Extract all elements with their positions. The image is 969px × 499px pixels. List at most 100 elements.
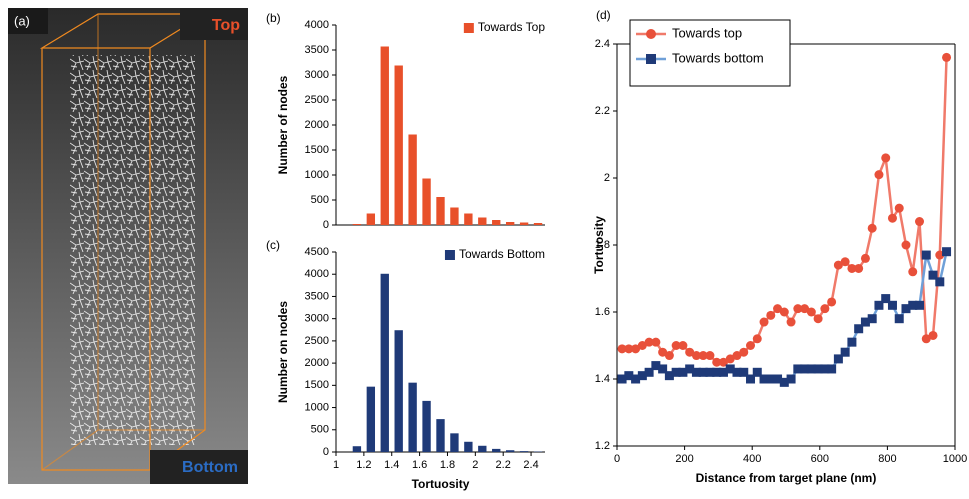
panel-label: (a): [14, 13, 30, 28]
x-axis-label: Distance from target plane (nm): [696, 471, 877, 485]
y-tick-label: 2.2: [595, 105, 610, 117]
y-tick-label: 1.6: [595, 306, 610, 318]
figure: (a) Top Bottom (b)0500100015002000250030…: [0, 0, 969, 499]
marker: [820, 304, 829, 313]
x-tick-label: 1000: [943, 453, 967, 465]
bar: [534, 223, 542, 225]
panel-a: (a) Top Bottom: [8, 8, 248, 484]
bar: [353, 224, 361, 225]
marker: [665, 351, 674, 360]
marker: [881, 153, 890, 162]
y-tick-label: 500: [311, 194, 329, 206]
legend-label: Towards top: [672, 25, 742, 40]
panel-label: (d): [596, 8, 611, 22]
bar: [492, 220, 500, 225]
marker: [935, 277, 944, 286]
marker: [847, 338, 856, 347]
y-tick-label: 2500: [305, 94, 329, 106]
marker: [827, 297, 836, 306]
y-tick-label: 1.4: [595, 373, 610, 385]
panel-label: (b): [266, 11, 281, 25]
marker: [888, 301, 897, 310]
bar: [395, 330, 403, 452]
bar: [422, 179, 430, 226]
bar: [492, 449, 500, 452]
y-tick-label: 0: [323, 446, 329, 458]
legend-marker: [646, 29, 656, 39]
bar: [408, 383, 416, 452]
y-tick-label: 3000: [305, 313, 329, 325]
bar: [381, 274, 389, 452]
marker: [908, 267, 917, 276]
bar: [520, 451, 528, 452]
marker: [841, 348, 850, 357]
legend-marker: [646, 54, 656, 64]
marker: [651, 338, 660, 347]
y-tick-label: 500: [311, 424, 329, 436]
marker: [787, 375, 796, 384]
y-tick-label: 4000: [305, 268, 329, 280]
marker: [942, 53, 951, 62]
bar: [422, 401, 430, 452]
bar: [464, 214, 472, 226]
marker: [868, 224, 877, 233]
marker: [854, 264, 863, 273]
legend-label: Towards bottom: [672, 50, 764, 65]
y-tick-label: 4500: [305, 246, 329, 258]
y-tick-label: 1500: [305, 144, 329, 156]
marker: [929, 331, 938, 340]
marker: [814, 314, 823, 323]
marker: [868, 314, 877, 323]
marker: [780, 308, 789, 317]
marker: [895, 314, 904, 323]
marker: [861, 254, 870, 263]
marker: [760, 318, 769, 327]
y-tick-label: 2.4: [595, 38, 610, 50]
bar: [381, 47, 389, 226]
marker: [942, 247, 951, 256]
x-tick-label: 1.2: [356, 459, 371, 471]
marker: [766, 311, 775, 320]
y-tick-label: 3000: [305, 69, 329, 81]
x-tick-label: 0: [614, 453, 620, 465]
marker: [807, 308, 816, 317]
y-tick-label: 1000: [305, 401, 329, 413]
bar: [395, 66, 403, 226]
y-axis-label: Number of nodes: [276, 75, 290, 174]
network-render: [70, 55, 195, 445]
marker: [874, 170, 883, 179]
legend-swatch: [445, 250, 455, 260]
y-axis-label: Tortuosity: [592, 216, 606, 274]
bar: [464, 442, 472, 452]
y-tick-label: 3500: [305, 290, 329, 302]
marker: [895, 204, 904, 213]
y-tick-label: 1.2: [595, 440, 610, 452]
panel-label: (c): [266, 238, 280, 252]
x-tick-label: 800: [878, 453, 896, 465]
marker: [678, 341, 687, 350]
bar: [436, 197, 444, 225]
bar: [478, 218, 486, 226]
marker: [888, 214, 897, 223]
x-tick-label: 200: [675, 453, 693, 465]
bar: [506, 450, 514, 452]
y-tick-label: 4000: [305, 19, 329, 31]
y-tick-label: 2000: [305, 119, 329, 131]
x-tick-label: 1.8: [440, 459, 455, 471]
y-tick-label: 3500: [305, 44, 329, 56]
x-tick-label: 2: [472, 459, 478, 471]
x-tick-label: 1: [333, 459, 339, 471]
marker: [915, 301, 924, 310]
y-tick-label: 1500: [305, 379, 329, 391]
x-tick-label: 600: [811, 453, 829, 465]
marker: [739, 348, 748, 357]
bar: [353, 446, 361, 452]
bar: [436, 419, 444, 452]
x-tick-label: 400: [743, 453, 761, 465]
x-tick-label: 1.6: [412, 459, 427, 471]
bottom-label: Bottom: [182, 459, 238, 476]
marker: [915, 217, 924, 226]
bar: [367, 214, 375, 226]
legend-label: Towards Top: [478, 20, 545, 34]
bar: [506, 222, 514, 225]
